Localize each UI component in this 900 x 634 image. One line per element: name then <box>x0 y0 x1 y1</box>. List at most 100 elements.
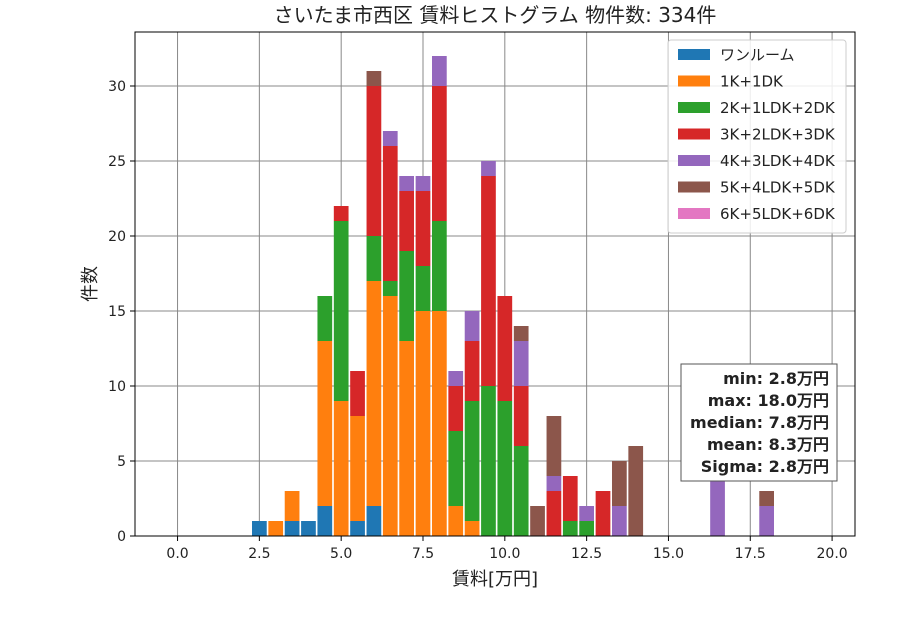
histogram-bar <box>481 386 496 536</box>
histogram-bar <box>382 296 398 536</box>
histogram-bar <box>497 401 513 536</box>
histogram-bar <box>366 86 382 236</box>
histogram-bar <box>382 281 398 296</box>
histogram-bar <box>448 506 464 536</box>
histogram-bar <box>546 416 562 476</box>
histogram-bar <box>628 446 644 536</box>
stats-median: median: 7.8万円 <box>690 413 829 432</box>
histogram-bar <box>317 341 333 506</box>
histogram-bar <box>448 431 464 506</box>
histogram-bar <box>546 491 562 536</box>
legend-swatch <box>678 75 710 87</box>
histogram-bar <box>333 221 349 401</box>
stats-max: max: 18.0万円 <box>708 391 829 410</box>
histogram-bar <box>579 506 594 521</box>
histogram-bar <box>350 416 365 521</box>
legend-frame <box>667 39 847 234</box>
histogram-bar <box>513 446 529 536</box>
y-tick-label: 15 <box>108 304 126 320</box>
histogram-bar <box>284 491 300 521</box>
bars <box>252 56 774 536</box>
histogram-bar <box>497 296 513 401</box>
histogram-bar <box>448 371 464 386</box>
histogram-bar <box>432 311 447 536</box>
histogram-bar <box>759 491 774 506</box>
legend-swatch <box>678 181 710 193</box>
histogram-bar <box>579 521 594 536</box>
histogram-bar <box>464 401 480 521</box>
histogram-bar <box>612 461 627 506</box>
x-tick-label: 17.5 <box>735 546 766 562</box>
y-tick-label: 0 <box>117 529 126 545</box>
legend-swatch <box>678 128 710 140</box>
legend-entry: ワンルーム <box>720 46 795 64</box>
histogram-bar <box>513 326 529 341</box>
histogram-bar <box>481 176 496 386</box>
x-tick-label: 15.0 <box>653 546 684 562</box>
legend: ワンルーム 1K+1DK 2K+1LDK+2DK 3K+2LDK+3DK 4K+3LDK… <box>667 39 847 234</box>
y-tick-label: 10 <box>108 379 126 395</box>
legend-swatch <box>678 102 710 113</box>
histogram-bar <box>399 176 414 191</box>
histogram-bar <box>350 521 365 536</box>
histogram-bar <box>252 521 267 536</box>
histogram-bar <box>513 386 529 446</box>
histogram-bar <box>481 161 496 176</box>
stats-mean: mean: 8.3万円 <box>707 435 829 454</box>
histogram-bar <box>710 476 725 536</box>
histogram-bar <box>268 521 284 536</box>
histogram-bar <box>415 176 431 191</box>
histogram-bar <box>284 521 300 536</box>
y-tick-label: 30 <box>108 79 126 95</box>
y-axis-label: 件数 <box>80 266 101 302</box>
legend-entry: 1K+1DK <box>720 73 784 91</box>
histogram-bar <box>432 56 447 86</box>
histogram-bar <box>415 266 431 311</box>
chart-title: さいたま市西区 賃料ヒストグラム 物件数: 334件 <box>274 3 717 27</box>
y-tick-label: 25 <box>108 154 126 170</box>
legend-entry: 6K+5LDK+6DK <box>720 205 836 223</box>
x-tick-label: 12.5 <box>571 546 602 562</box>
legend-swatch <box>678 155 710 166</box>
histogram-bar <box>399 191 414 251</box>
histogram-bar <box>366 71 382 86</box>
legend-entry: 5K+4LDK+5DK <box>720 179 836 197</box>
histogram-bar <box>530 506 545 536</box>
histogram-bar <box>366 506 382 536</box>
histogram-bar <box>399 251 414 341</box>
histogram-bar <box>759 506 774 536</box>
x-tick-label: 20.0 <box>817 546 848 562</box>
histogram-bar <box>301 521 316 536</box>
histogram-bar <box>366 281 382 506</box>
histogram-bar <box>382 131 398 146</box>
histogram-bar <box>464 311 480 341</box>
histogram-bar <box>399 341 414 536</box>
histogram-bar <box>513 341 529 386</box>
histogram-bar <box>595 491 611 536</box>
stats-min: min: 2.8万円 <box>723 369 829 388</box>
histogram-bar <box>562 521 578 536</box>
y-tick-label: 20 <box>108 229 126 245</box>
x-tick-label: 10.0 <box>489 546 520 562</box>
histogram-bar <box>464 341 480 401</box>
histogram-bar <box>317 296 333 341</box>
histogram-bar <box>415 191 431 266</box>
x-tick-label: 0.0 <box>166 546 188 562</box>
histogram-bar <box>432 221 447 311</box>
y-tick-label: 5 <box>117 454 126 470</box>
legend-swatch <box>678 208 710 219</box>
histogram-bar <box>333 401 349 536</box>
histogram-bar <box>612 506 627 536</box>
x-axis-label: 賃料[万円] <box>452 569 538 590</box>
histogram-bar <box>562 476 578 521</box>
histogram-bar <box>415 311 431 536</box>
histogram-bar <box>432 86 447 221</box>
histogram-bar <box>350 371 365 416</box>
histogram-bar <box>317 506 333 536</box>
x-tick-label: 5.0 <box>330 546 352 562</box>
histogram-bar <box>333 206 349 221</box>
stats-box-frame <box>680 363 838 482</box>
histogram-bar <box>382 146 398 281</box>
